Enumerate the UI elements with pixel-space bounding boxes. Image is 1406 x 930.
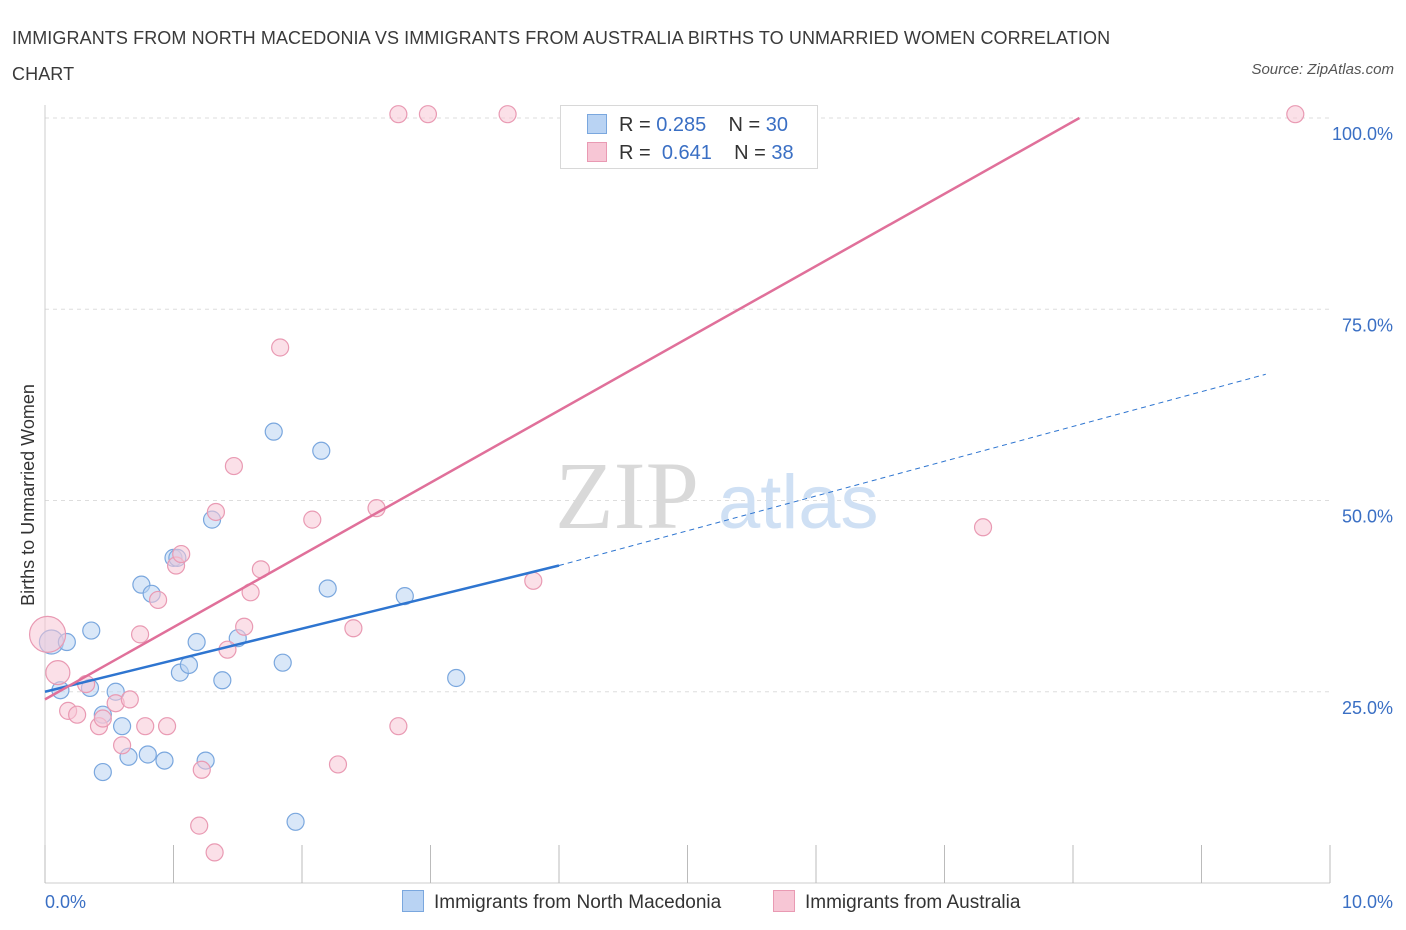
watermark-atlas: atlas <box>718 460 879 545</box>
australia-point <box>136 717 155 736</box>
x-tick-label: 0.0% <box>45 892 86 912</box>
y-tick-label: 50.0% <box>1342 507 1393 527</box>
legend-r-value: 0.641 <box>661 142 712 164</box>
australia-point <box>389 105 408 124</box>
macedonia-point <box>82 621 101 640</box>
macedonia-point <box>187 632 206 652</box>
macedonia-point <box>273 653 292 672</box>
australia-point <box>206 502 226 522</box>
australia-point <box>28 615 67 653</box>
series-swatch-macedonia <box>402 890 424 912</box>
macedonia-point <box>447 668 466 688</box>
australia-point <box>271 338 290 357</box>
series-legend-macedonia: Immigrants from North Macedonia <box>402 890 721 914</box>
australia-point <box>148 590 168 610</box>
series-label-australia: Immigrants from Australia <box>805 892 1021 913</box>
chart-title: IMMIGRANTS FROM NORTH MACEDONIA VS IMMIG… <box>12 28 1111 84</box>
macedonia-point <box>93 762 112 782</box>
australia-point <box>157 717 177 736</box>
australia-point <box>344 619 363 638</box>
legend-n-value: 38 <box>771 142 794 164</box>
series-label-macedonia: Immigrants from North Macedonia <box>434 892 722 913</box>
australia-trendline <box>44 116 1081 701</box>
australia-point <box>235 617 254 636</box>
australia-point <box>190 816 209 835</box>
australia-point <box>130 625 150 644</box>
source-label: Source: ZipAtlas.com <box>1251 61 1394 78</box>
legend-text-australia: R = 0.641 N = 38 <box>619 142 794 164</box>
legend-n-label: N = <box>734 142 766 164</box>
correlation-legend: R = 0.285 N = 30 R = 0.641 N = 38 <box>560 105 818 169</box>
y-tick-label: 25.0% <box>1342 698 1393 718</box>
australia-point <box>68 705 87 724</box>
australia-point <box>524 571 543 590</box>
macedonia-point <box>112 717 132 736</box>
australia-point <box>224 456 243 476</box>
legend-text-macedonia: R = 0.285 N = 30 <box>619 114 788 136</box>
legend-r-label: R = <box>619 142 651 164</box>
macedonia-point <box>264 422 283 441</box>
australia-point <box>192 760 211 779</box>
australia-point <box>112 736 132 755</box>
australia-point <box>498 105 517 124</box>
australia-point <box>93 709 112 728</box>
australia-point <box>303 510 322 529</box>
macedonia-point <box>312 441 331 460</box>
x-tick-label: 10.0% <box>1342 892 1393 912</box>
y-tick-label: 100.0% <box>1332 124 1393 144</box>
australia-point <box>973 518 993 537</box>
australia-point <box>1286 105 1305 124</box>
legend-n-label: N = <box>728 114 761 136</box>
macedonia-point <box>318 579 337 598</box>
australia-point <box>45 660 71 686</box>
legend-r-value: 0.285 <box>656 114 707 136</box>
series-swatch-australia <box>773 890 795 912</box>
macedonia-point <box>213 671 232 690</box>
australia-point <box>205 843 224 862</box>
legend-swatch-australia <box>587 142 607 162</box>
series-legend-australia: Immigrants from Australia <box>773 890 1020 914</box>
macedonia-trendline <box>44 564 560 693</box>
legend-swatch-macedonia <box>587 114 607 134</box>
australia-point <box>172 544 191 564</box>
australia-point <box>120 690 139 709</box>
australia-point <box>389 717 408 736</box>
y-tick-label: 75.0% <box>1342 315 1393 335</box>
australia-point <box>418 105 438 124</box>
macedonia-point <box>155 751 174 770</box>
macedonia-point <box>138 745 157 764</box>
macedonia-point <box>286 812 305 831</box>
watermark-zip: ZIP <box>555 442 699 549</box>
legend-n-value: 30 <box>765 114 789 136</box>
australia-point <box>328 755 348 774</box>
legend-r-label: R = <box>619 114 651 136</box>
y-axis-label: Births to Unmarried Women <box>18 384 38 606</box>
